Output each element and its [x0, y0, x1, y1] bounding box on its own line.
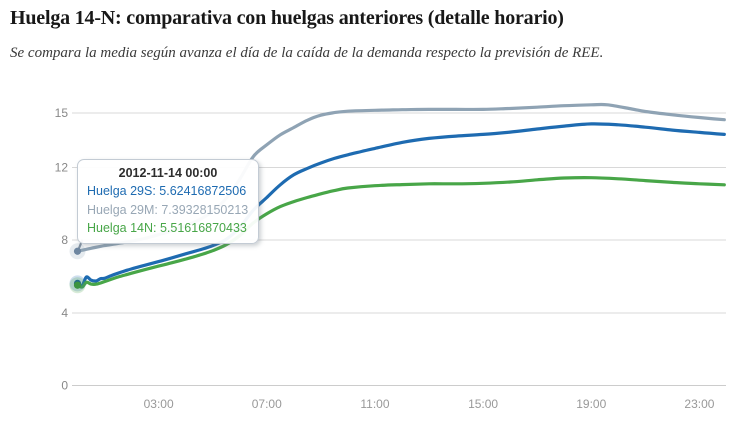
x-axis-label-0700: 07:00 — [252, 397, 282, 411]
x-axis-label-0300: 03:00 — [144, 397, 174, 411]
y-axis-label-8: 8 — [61, 233, 68, 247]
hover-marker-huelga-29m[interactable] — [73, 247, 82, 255]
page-title: Huelga 14-N: comparativa con huelgas ant… — [10, 7, 564, 29]
tooltip-header: 2012-11-14 00:00 — [118, 166, 218, 180]
page-subtitle: Se compara la media según avanza el día … — [10, 45, 604, 61]
tooltip-rows: Huelga 29S: 5.62416872506 Huelga 29M: 7.3… — [85, 182, 251, 238]
tooltip-series-row: Huelga 14N: 5.51616870433 — [87, 221, 247, 235]
x-axis-label-1500: 15:00 — [468, 397, 498, 411]
y-axis-label-4: 4 — [61, 306, 68, 320]
x-axis-label-2300: 23:00 — [684, 397, 714, 411]
series-line-huelga-14n[interactable] — [75, 176, 726, 289]
x-axis-label-1100: 11:00 — [360, 397, 389, 411]
series-line-huelga-29s[interactable] — [75, 122, 726, 288]
hover-marker-huelga-14n[interactable] — [73, 281, 82, 289]
y-axis-label-15: 15 — [55, 106, 69, 120]
chart-tooltip: 2012-11-14 00:00 Huelga 29S: 5.624168725… — [77, 159, 259, 244]
y-axis-label-0: 0 — [61, 379, 68, 393]
tooltip-series-row: Huelga 29M: 7.39328150213 — [87, 202, 249, 217]
tooltip-series-row: Huelga 29S: 5.62416872506 — [87, 184, 247, 198]
x-axis-label-1900: 19:00 — [576, 397, 606, 411]
y-axis-label-12: 12 — [55, 160, 69, 174]
